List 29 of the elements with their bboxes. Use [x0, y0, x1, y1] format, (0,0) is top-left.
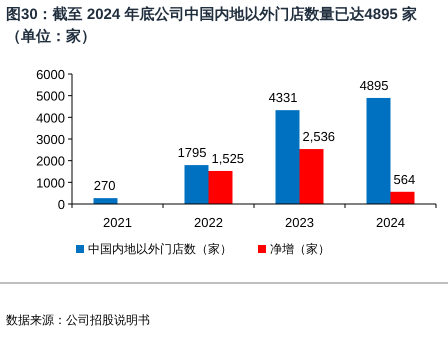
bar — [184, 165, 208, 204]
legend-label: 中国内地以外门店数（家） — [88, 242, 232, 256]
bar — [366, 98, 390, 204]
data-label: 564 — [394, 172, 416, 187]
data-label: 1795 — [178, 145, 206, 160]
y-tick-label: 4000 — [36, 110, 65, 126]
y-tick-label: 5000 — [36, 88, 65, 104]
data-label: 4895 — [360, 78, 388, 93]
x-tick-label: 2023 — [285, 215, 314, 230]
data-label: 270 — [94, 178, 116, 194]
bar — [94, 198, 118, 204]
source-note: 数据来源：公司招股说明书 — [6, 313, 150, 327]
bar — [208, 170, 232, 204]
y-tick-label: 3000 — [36, 132, 65, 147]
bar — [390, 192, 414, 204]
y-tick-label: 6000 — [36, 67, 65, 82]
x-tick-label: 2024 — [376, 215, 405, 230]
y-tick-label: 2000 — [36, 154, 65, 169]
data-label: 1,525 — [212, 150, 244, 166]
data-label: 4331 — [268, 90, 298, 106]
x-tick-label: 2021 — [103, 215, 132, 230]
data-label: 2,536 — [302, 129, 336, 144]
legend-label: 净增（家） — [270, 242, 330, 256]
bar — [300, 149, 324, 204]
chart-title: 图30：截至 2024 年底公司中国内地以外门店数量已达4895 家（单位：家） — [6, 5, 418, 47]
x-tick-label: 2022 — [194, 215, 223, 230]
y-tick-label: 1000 — [36, 175, 65, 190]
bar — [276, 110, 300, 204]
y-tick-label: 0 — [58, 197, 65, 212]
